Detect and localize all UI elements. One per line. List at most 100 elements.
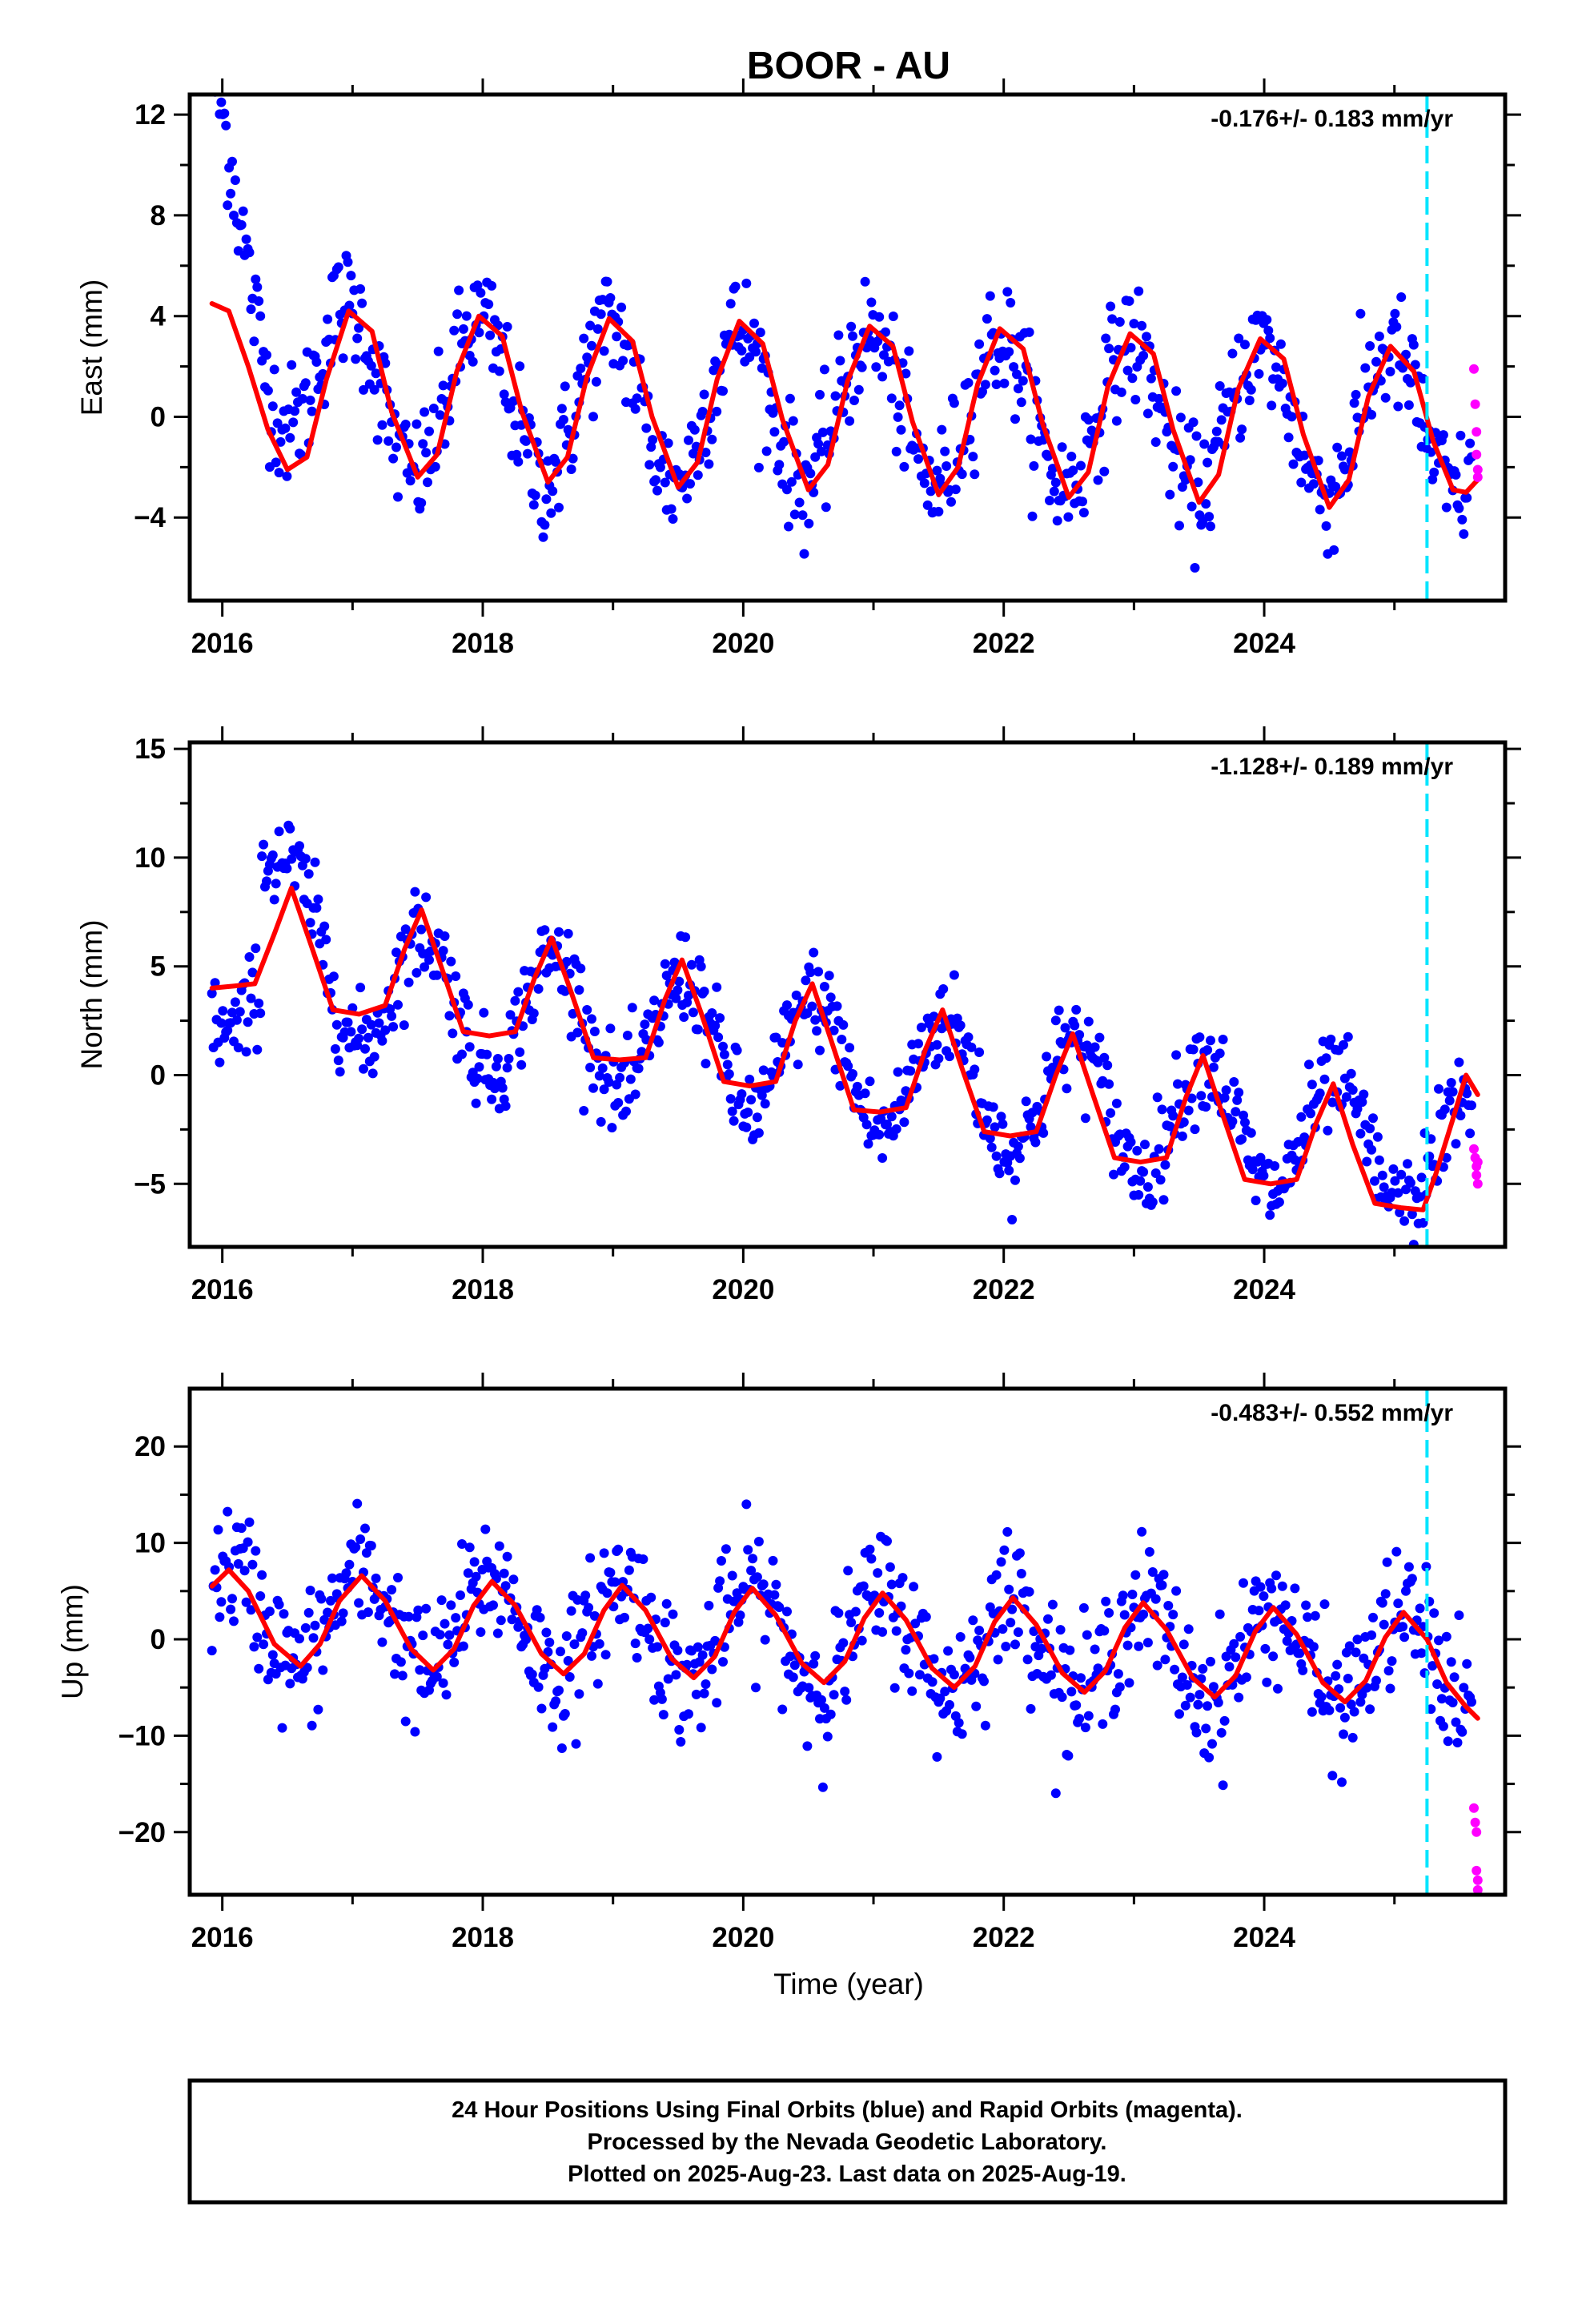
final-orbit-point — [785, 393, 795, 404]
final-orbit-point — [1443, 1736, 1453, 1747]
final-orbit-point — [660, 477, 670, 488]
final-orbit-point — [1372, 1132, 1383, 1142]
final-orbit-point — [257, 1570, 267, 1580]
final-orbit-point — [1429, 1608, 1439, 1618]
final-orbit-point — [1004, 347, 1014, 357]
final-orbit-point — [1173, 1079, 1182, 1089]
final-orbit-point — [544, 1637, 555, 1647]
final-orbit-point — [996, 1557, 1006, 1567]
final-orbit-point — [1368, 1612, 1378, 1622]
final-orbit-point — [1365, 1704, 1375, 1715]
final-orbit-point — [457, 1539, 467, 1549]
final-orbit-point — [1347, 1732, 1358, 1743]
plot-area — [209, 94, 1483, 573]
final-orbit-point — [1137, 1526, 1147, 1537]
final-orbit-point — [404, 977, 414, 987]
final-orbit-point — [1110, 1704, 1120, 1715]
final-orbit-point — [1215, 1609, 1225, 1619]
final-orbit-point — [1365, 341, 1375, 351]
final-orbit-point — [1207, 1739, 1217, 1749]
final-orbit-point — [950, 485, 961, 495]
final-orbit-point — [741, 1499, 752, 1510]
final-orbit-point — [1111, 1098, 1122, 1108]
final-orbit-point — [1122, 365, 1133, 376]
final-orbit-point — [636, 1047, 647, 1057]
final-orbit-point — [757, 1090, 767, 1100]
final-orbit-point — [1324, 1705, 1335, 1715]
final-orbit-point — [257, 851, 267, 862]
final-orbit-point — [1271, 1570, 1281, 1581]
final-orbit-point — [1191, 1727, 1202, 1738]
final-orbit-point — [263, 385, 273, 396]
final-orbit-point — [355, 283, 366, 294]
final-orbit-point — [937, 424, 947, 435]
final-orbit-point — [360, 1523, 370, 1534]
final-orbit-point — [957, 1729, 967, 1739]
final-orbit-point — [833, 1608, 844, 1618]
x-tick-label: 2022 — [973, 628, 1035, 659]
final-orbit-point — [807, 1001, 817, 1011]
final-orbit-point — [435, 410, 445, 420]
final-orbit-point — [1152, 1660, 1162, 1671]
final-orbit-point — [1234, 333, 1244, 344]
final-orbit-point — [551, 1696, 561, 1707]
chart-title: BOOR - AU — [747, 45, 950, 87]
final-orbit-point — [410, 1727, 420, 1737]
final-orbit-point — [587, 340, 596, 351]
final-orbit-point — [732, 1588, 742, 1598]
final-orbit-point — [1215, 1048, 1225, 1059]
final-orbit-point — [1321, 1053, 1331, 1063]
final-orbit-point — [321, 935, 331, 945]
final-orbit-point — [745, 1074, 755, 1084]
final-orbit-point — [1043, 451, 1053, 461]
final-orbit-point — [541, 1627, 552, 1638]
final-orbit-point — [1188, 1044, 1199, 1055]
final-orbit-point — [1010, 1639, 1020, 1650]
final-orbit-point — [1439, 1104, 1450, 1115]
final-orbit-point — [891, 1626, 901, 1636]
final-orbit-point — [1206, 1656, 1215, 1667]
final-orbit-point — [307, 1720, 317, 1731]
final-orbit-point — [904, 1668, 914, 1679]
final-orbit-point — [480, 1524, 491, 1534]
final-orbit-point — [746, 1566, 757, 1576]
final-orbit-point — [1175, 412, 1186, 423]
final-orbit-point — [846, 321, 857, 332]
final-orbit-point — [1165, 1121, 1175, 1132]
final-orbit-point — [500, 1581, 511, 1591]
final-orbit-point — [1441, 1631, 1452, 1642]
final-orbit-point — [1390, 308, 1400, 319]
final-orbit-point — [448, 1028, 458, 1039]
final-orbit-point — [393, 999, 403, 1010]
final-orbit-point — [360, 1043, 370, 1054]
final-orbit-point — [668, 1609, 678, 1619]
final-orbit-point — [424, 955, 434, 965]
final-orbit-point — [824, 971, 834, 981]
final-orbit-point — [993, 1655, 1003, 1665]
final-orbit-point — [813, 439, 824, 449]
final-orbit-point — [474, 328, 484, 338]
final-orbit-point — [244, 1517, 255, 1527]
final-orbit-point — [934, 506, 944, 517]
final-orbit-point — [1274, 1197, 1284, 1208]
final-orbit-point — [916, 1023, 926, 1032]
final-orbit-point — [413, 1605, 424, 1615]
final-orbit-point — [1387, 1656, 1397, 1667]
final-orbit-point — [227, 156, 237, 167]
final-orbit-point — [346, 271, 356, 281]
final-orbit-point — [449, 325, 460, 336]
final-orbit-point — [210, 1565, 220, 1575]
final-orbit-point — [1208, 1682, 1219, 1692]
final-orbit-point — [644, 1634, 655, 1645]
final-orbit-point — [1456, 1111, 1466, 1120]
final-orbit-point — [674, 976, 685, 987]
final-orbit-point — [1111, 416, 1122, 426]
final-orbit-point — [472, 1073, 483, 1084]
final-orbit-point — [582, 1005, 592, 1015]
final-orbit-point — [621, 1106, 631, 1116]
final-orbit-point — [275, 436, 286, 447]
final-orbit-point — [825, 1709, 836, 1719]
final-orbit-point — [492, 1628, 503, 1638]
final-orbit-point — [748, 1554, 758, 1564]
